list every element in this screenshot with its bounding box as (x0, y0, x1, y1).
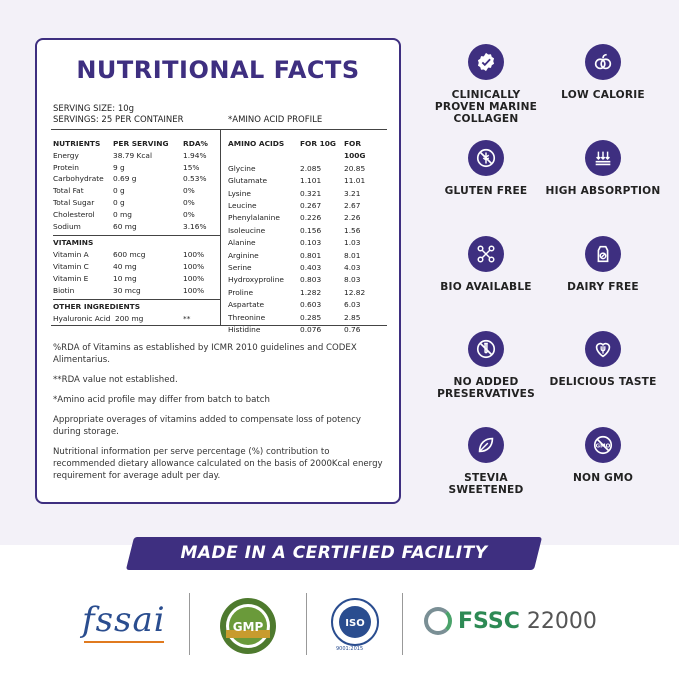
other-ingredients-header: OTHER INGREDIENTS (53, 299, 221, 313)
feature-clinically-proven: CLINICALLY PROVEN MARINE COLLAGEN (426, 44, 546, 125)
iso-standard-label: 9001:2015 (336, 646, 364, 652)
table-row: Aspartate 0.603 6.03 (228, 300, 361, 310)
table-row: Sodium 60 mg 3.16% (53, 221, 207, 231)
footnotes: %RDA of Vitamins as established by ICMR … (53, 342, 389, 490)
fssai-logo: fssai (82, 600, 166, 640)
table-row: Biotin 30 mcg 100% (53, 285, 205, 295)
svg-text:GMP: GMP (233, 620, 264, 634)
feature-bio-available: BIO AVAILABLE (426, 236, 546, 293)
amino-acid-table: AMINO ACIDS FOR 10G FOR 100G Glycine 2.08… (228, 138, 384, 337)
feature-low-calorie: LOW CALORIE (543, 44, 663, 101)
footnote: **RDA value not established. (53, 375, 178, 385)
table-row: Alanine 0.103 1.03 (228, 238, 361, 248)
table-row: Hydroxyproline 0.803 8.03 (228, 275, 361, 285)
divider (306, 593, 307, 655)
table-row: Threonine 0.285 2.85 (228, 312, 361, 322)
table-row: Lysine 0.321 3.21 (228, 188, 361, 198)
nutrients-header-row: NUTRIENTS PER SERVING RDA% (53, 139, 208, 148)
nutrients-table: NUTRIENTS PER SERVING RDA% Energy 38.79 K… (53, 138, 223, 325)
apple-icon (585, 44, 621, 80)
divider (402, 593, 403, 655)
amino-header-row: AMINO ACIDS FOR 10G FOR 100G (228, 139, 366, 161)
table-row: Glycine 2.085 20.85 (228, 163, 366, 173)
table-row: Leucine 0.267 2.67 (228, 201, 361, 211)
table-row: Cholesterol 0 mg 0% (53, 209, 195, 219)
card-title: NUTRITIONAL FACTS (76, 56, 360, 84)
footnote: *Amino acid profile may differ from batc… (53, 395, 270, 405)
absorption-icon (585, 140, 621, 176)
table-row: Hyaluronic Acid 200 mg ** (53, 314, 191, 324)
feature-delicious-taste: DELICIOUS TASTE (543, 331, 663, 388)
fssai-underline (84, 641, 164, 648)
certified-banner-text: MADE IN A CERTIFIED FACILITY (180, 543, 488, 563)
table-row: Vitamin C 40 mg 100% (53, 261, 205, 271)
wheat-crossed-icon (468, 140, 504, 176)
table-row: Total Sugar 0 g 0% (53, 197, 195, 207)
gmo-crossed-icon: GMO (585, 427, 621, 463)
table-row: Glutamate 1.101 11.01 (228, 176, 366, 186)
servings-count: SERVINGS: 25 PER CONTAINER (53, 115, 184, 125)
footnote: Appropriate overages of vitamins added t… (53, 415, 361, 437)
nutrition-facts-card: NUTRITIONAL FACTS SERVING SIZE: 10g SERV… (35, 38, 401, 504)
feature-non-gmo: GMO NON GMO (543, 427, 663, 484)
footnote: Nutritional information per serve percen… (53, 447, 383, 481)
gmp-seal-logo: GMP (220, 598, 276, 654)
table-row: Serine 0.403 4.03 (228, 263, 361, 273)
serving-info: SERVING SIZE: 10g SERVINGS: 25 PER CONTA… (53, 104, 184, 126)
table-row: Total Fat 0 g 0% (53, 186, 195, 196)
milk-carton-icon (585, 236, 621, 272)
table-row: Energy 38.79 Kcal 1.94% (53, 150, 207, 160)
table-row: Histidine 0.076 0.76 (228, 325, 361, 335)
amino-profile-label: *AMINO ACID PROFILE (228, 115, 323, 125)
molecule-icon (468, 236, 504, 272)
heart-fork-icon (585, 331, 621, 367)
vitamins-header: VITAMINS (53, 235, 221, 249)
table-row: Isoleucine 0.156 1.56 (228, 225, 361, 235)
table-row: Phenylalanine 0.226 2.26 (228, 213, 361, 223)
leaf-icon (468, 427, 504, 463)
table-row: Arginine 0.801 8.01 (228, 250, 361, 260)
iso-logo: ISO (331, 598, 379, 646)
serving-size: SERVING SIZE: 10g (53, 104, 135, 114)
divider-bottom (51, 325, 387, 326)
footnote: %RDA of Vitamins as established by ICMR … (53, 343, 357, 365)
feature-dairy-free: DAIRY FREE (543, 236, 663, 293)
feature-gluten-free: GLUTEN FREE (426, 140, 546, 197)
feature-high-absorption: HIGH ABSORPTION (543, 140, 663, 197)
table-row: Vitamin A 600 mcg 100% (53, 250, 205, 260)
svg-text:ISO: ISO (345, 618, 364, 629)
table-row: Carbohydrate 0.69 g 0.53% (53, 174, 207, 184)
badge-check-icon (468, 44, 504, 80)
fssc-ring-icon (424, 607, 452, 635)
feature-no-preservatives: NO ADDED PRESERVATIVES (426, 331, 546, 400)
divider (189, 593, 190, 655)
fssc-22000-logo: FSSC 22000 (424, 607, 597, 635)
divider-vertical (220, 129, 221, 325)
table-row: Proline 1.282 12.82 (228, 287, 366, 297)
test-tube-crossed-icon (468, 331, 504, 367)
table-row: Protein 9 g 15% (53, 162, 200, 172)
feature-stevia-sweetened: STEVIA SWEETENED (426, 427, 546, 496)
table-row: Vitamin E 10 mg 100% (53, 273, 205, 283)
divider-top (51, 129, 387, 130)
